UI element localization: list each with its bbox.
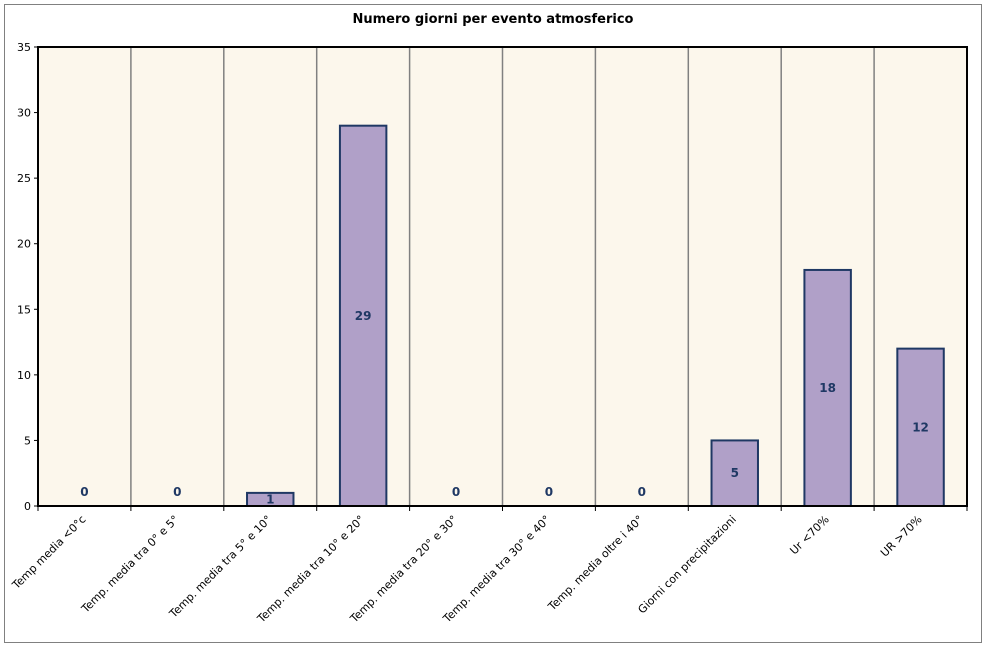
bars — [246, 124, 945, 508]
data-label: 1 — [266, 492, 274, 506]
y-tick-label: 25 — [17, 172, 31, 185]
data-label: 0 — [80, 485, 88, 499]
y-tick-label: 30 — [17, 107, 31, 120]
x-tick-label-group: Temp. media oltre i 40° — [545, 513, 646, 614]
x-tick-label-group: Temp media <0°c — [9, 513, 88, 592]
data-label: 0 — [638, 485, 646, 499]
x-tick-label: Temp. media oltre i 40° — [545, 513, 646, 614]
data-label: 18 — [819, 381, 836, 395]
x-tick-label-group: Temp. media tra 30° e 40° — [440, 513, 553, 626]
x-tick-label: Temp. media tra 10° e 20° — [254, 513, 367, 626]
x-tick-label-group: Temp. media tra 0° e 5° — [78, 513, 181, 616]
x-tick-label-group: Temp. media tra 10° e 20° — [254, 513, 367, 626]
x-tick-label-group: Temp. media tra 5° e 10° — [166, 513, 274, 621]
grid-lines — [130, 47, 875, 506]
x-tick-label: Giorni con precipitazioni — [635, 513, 738, 616]
x-tick-label-group: UR >70% — [878, 513, 925, 560]
x-tick-label: Temp. media tra 5° e 10° — [166, 513, 274, 621]
x-tick-label-group: Giorni con precipitazioni — [635, 513, 738, 616]
y-tick-label: 15 — [17, 303, 31, 316]
y-tick-label: 0 — [24, 500, 31, 513]
y-tick-label: 35 — [17, 41, 31, 54]
y-tick-label: 20 — [17, 238, 31, 251]
x-tick-label-group: Temp. media tra 20° e 30° — [347, 513, 460, 626]
data-label: 12 — [912, 420, 929, 434]
data-label: 0 — [452, 485, 460, 499]
x-tick-label: Temp. media tra 30° e 40° — [440, 513, 553, 626]
data-label: 0 — [545, 485, 553, 499]
x-tick-label: Temp. media tra 0° e 5° — [78, 513, 181, 616]
chart-title: Numero giorni per evento atmosferico — [352, 12, 634, 27]
x-tick-label: Ur <70% — [787, 513, 831, 557]
y-tick-label: 5 — [24, 434, 31, 447]
x-tick-label: Temp. media tra 20° e 30° — [347, 513, 460, 626]
bar — [896, 347, 945, 507]
x-tick-label: UR >70% — [878, 513, 925, 560]
bar — [338, 124, 388, 508]
y-axis: 0 5 10 15 20 25 30 35 — [17, 41, 38, 513]
data-label: 5 — [731, 466, 739, 480]
bar — [803, 268, 852, 508]
data-label: 29 — [355, 309, 372, 323]
data-label: 0 — [173, 485, 181, 499]
x-tick-label-group: Ur <70% — [787, 513, 831, 557]
x-tick-label: Temp media <0°c — [9, 513, 88, 592]
y-tick-label: 10 — [17, 369, 31, 382]
data-labels: 0 0 1 29 0 0 0 5 18 12 — [80, 309, 929, 507]
